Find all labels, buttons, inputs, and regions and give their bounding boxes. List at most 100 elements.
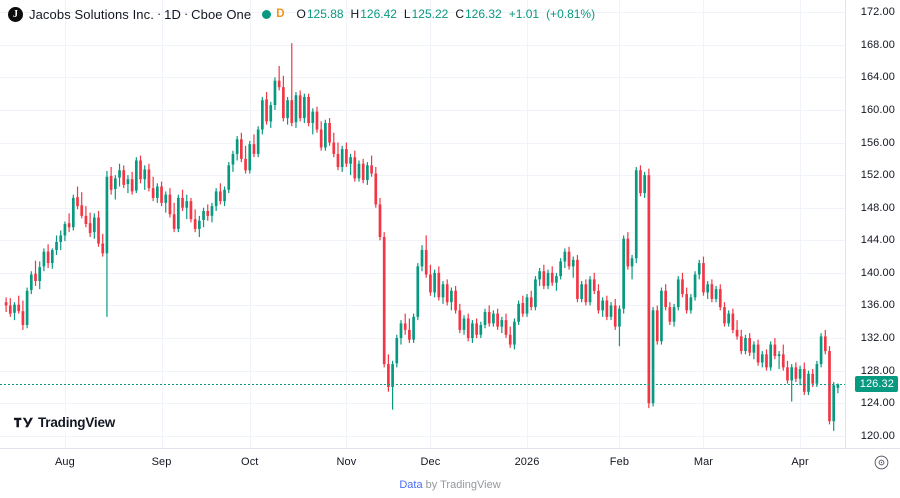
candlestick xyxy=(80,192,84,219)
candlestick xyxy=(786,360,789,384)
candle-body xyxy=(34,273,37,282)
candlestick xyxy=(412,313,415,343)
ohlc-close-key: C xyxy=(455,7,464,21)
candlestick xyxy=(836,383,840,394)
candle-body xyxy=(76,197,79,207)
candlestick xyxy=(298,90,302,122)
candlestick xyxy=(601,297,604,317)
candle-body xyxy=(193,219,197,229)
candlestick xyxy=(290,43,294,127)
price-axis-tick: 136.00 xyxy=(860,299,895,312)
candle-body xyxy=(130,179,134,192)
candle-body xyxy=(760,354,764,363)
candlestick xyxy=(160,181,163,207)
candlestick xyxy=(92,213,96,239)
candle-body xyxy=(67,223,71,228)
candlestick xyxy=(311,108,315,135)
candle-body xyxy=(437,272,441,298)
candlestick xyxy=(781,344,785,371)
ohlc-change-percent: (+0.81%) xyxy=(546,7,596,21)
ohlc-low-key: L xyxy=(403,7,411,21)
candlestick xyxy=(525,294,529,317)
candlestick xyxy=(714,285,718,303)
candle-body xyxy=(475,323,478,335)
candle-body xyxy=(706,284,710,293)
candle-body xyxy=(597,290,600,311)
candle-body xyxy=(450,290,453,303)
candle-body xyxy=(391,364,394,387)
price-axis[interactable]: 172.00 168.00 164.00 160.00 156.00 152.00 148.… xyxy=(845,0,900,448)
time-axis[interactable]: Aug Sep Oct Nov Dec 2026 Feb Mar Apr xyxy=(0,448,900,475)
candle-body xyxy=(723,307,726,324)
price-axis-tick: 148.00 xyxy=(860,201,895,214)
candlestick xyxy=(231,150,235,172)
candlestick xyxy=(340,145,344,172)
candlestick xyxy=(219,183,222,205)
candle-body xyxy=(59,235,63,242)
candle-body xyxy=(424,250,428,275)
candle-body xyxy=(412,316,415,340)
candle-body xyxy=(630,258,634,267)
candlestick xyxy=(319,121,323,151)
candle-body xyxy=(828,351,831,422)
candle-body xyxy=(223,189,226,202)
candle-body xyxy=(177,197,180,229)
candlestick xyxy=(97,210,100,247)
candlestick xyxy=(181,189,184,211)
tradingview-watermark[interactable]: TradingView xyxy=(9,413,125,432)
interval-label[interactable]: 1D xyxy=(164,6,181,22)
candle-body xyxy=(786,367,789,381)
candlestick xyxy=(769,341,773,371)
candle-body xyxy=(366,165,369,181)
candle-body xyxy=(601,300,604,311)
candlestick xyxy=(303,93,306,123)
candle-body xyxy=(126,179,130,185)
candlestick xyxy=(706,281,710,299)
data-source-dot-icon xyxy=(262,9,272,19)
candle-body xyxy=(71,197,75,228)
candle-body xyxy=(655,310,659,342)
exchange-label[interactable]: Cboe One xyxy=(191,6,252,22)
candlestick xyxy=(235,136,239,161)
ohlc-low: L125.22 xyxy=(404,7,448,21)
candlestick xyxy=(282,75,285,122)
candlestick xyxy=(534,276,537,311)
price-axis-tick: 160.00 xyxy=(860,103,895,116)
candle-body xyxy=(819,336,823,365)
candle-body xyxy=(718,289,722,308)
candle-body xyxy=(345,149,348,164)
symbol-name[interactable]: Jacobs Solutions Inc. xyxy=(29,6,154,22)
ohlc-open-value: 125.88 xyxy=(306,7,344,21)
candlestick xyxy=(437,266,441,301)
candle-body xyxy=(769,344,773,368)
candle-body xyxy=(811,373,815,384)
candlestick xyxy=(702,256,705,296)
candle-body xyxy=(29,274,33,290)
candle-body xyxy=(101,243,105,254)
current-price-badge[interactable]: 126.32 xyxy=(854,376,898,393)
candlestick xyxy=(521,295,525,317)
attribution-link[interactable]: Data xyxy=(399,479,423,491)
price-axis-tick: 124.00 xyxy=(860,397,895,410)
candle-body xyxy=(315,111,319,130)
candlestick xyxy=(567,246,571,270)
gear-icon[interactable] xyxy=(873,454,890,471)
time-axis-tick: Aug xyxy=(54,456,75,468)
candle-body xyxy=(584,284,588,303)
legend-separator-1: · xyxy=(156,7,162,21)
candle-body xyxy=(534,279,537,308)
candle-body xyxy=(311,111,315,123)
candle-body xyxy=(63,224,67,236)
candle-body xyxy=(567,251,571,267)
candlestick xyxy=(639,165,642,197)
candlestick xyxy=(84,206,88,228)
ohlc-change: +1.01 xyxy=(508,7,540,21)
candlestick-chart[interactable] xyxy=(0,0,900,448)
candlestick xyxy=(441,281,445,304)
candle-body xyxy=(219,191,222,202)
candlestick xyxy=(559,258,562,280)
candlestick xyxy=(286,96,289,125)
candlestick xyxy=(164,191,168,213)
candle-body xyxy=(479,325,483,335)
